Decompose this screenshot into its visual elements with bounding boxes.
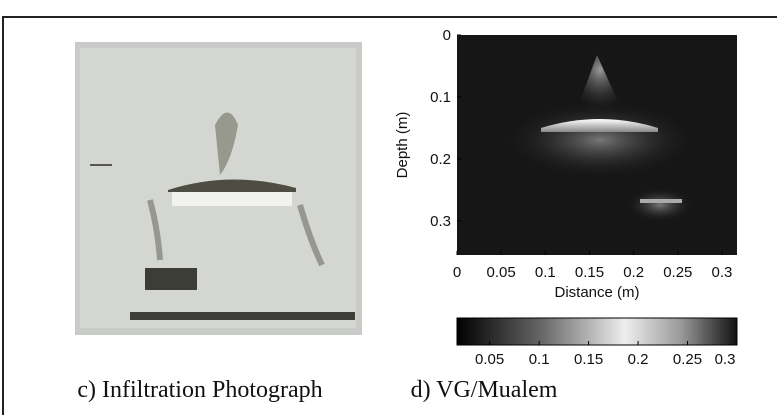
caption: d) VG/Mualem [411, 377, 558, 403]
heatmap [457, 35, 737, 255]
x-tick-label: 0.05 [487, 264, 516, 281]
x-tick-label: 0.1 [535, 264, 556, 281]
x-tick-label: 0.2 [623, 264, 644, 281]
y-tick-label: 0.1 [430, 89, 451, 106]
x-axis-label: Distance (m) [554, 284, 639, 301]
frame [2, 16, 777, 420]
colorbar-tick-label: 0.15 [574, 351, 603, 368]
x-tick-label: 0.15 [575, 264, 604, 281]
colorbar-tick-label: 0.3 [715, 351, 736, 368]
x-tick-label: 0.3 [712, 264, 733, 281]
y-axis-label: Depth (m) [394, 112, 411, 179]
colorbar-tick-label: 0.25 [673, 351, 702, 368]
x-tick-label: 0.25 [663, 264, 692, 281]
colorbar-tick-label: 0.2 [628, 351, 649, 368]
colorbar [456, 317, 738, 346]
y-tick-label: 0 [443, 27, 451, 44]
y-tick-label: 0.2 [430, 151, 451, 168]
colorbar-tick-label: 0.05 [475, 351, 504, 368]
photograph [75, 42, 362, 335]
caption: c) Infiltration Photograph [77, 377, 322, 403]
y-tick-label: 0.3 [430, 213, 451, 230]
x-tick-label: 0 [453, 264, 461, 281]
colorbar-tick-label: 0.1 [529, 351, 550, 368]
